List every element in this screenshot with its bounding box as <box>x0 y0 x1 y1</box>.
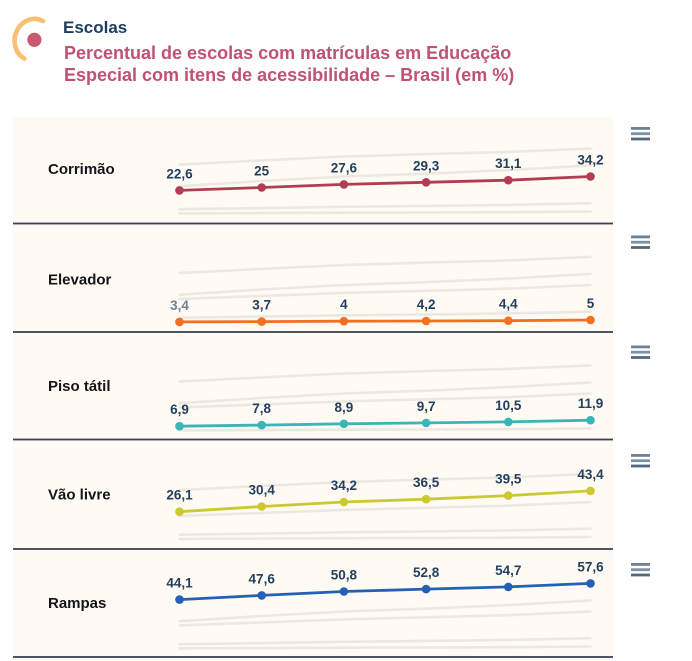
svg-text:44,1: 44,1 <box>166 576 193 591</box>
svg-text:25: 25 <box>254 164 270 179</box>
svg-text:22,6: 22,6 <box>166 166 193 181</box>
svg-text:6,9: 6,9 <box>170 402 189 417</box>
svg-text:54,7: 54,7 <box>495 563 521 578</box>
svg-text:8,9: 8,9 <box>335 400 354 415</box>
svg-text:29,3: 29,3 <box>413 158 440 173</box>
svg-text:3,4: 3,4 <box>170 298 189 313</box>
svg-text:30,4: 30,4 <box>249 483 276 498</box>
svg-text:50,8: 50,8 <box>331 568 358 583</box>
svg-text:3,7: 3,7 <box>252 298 271 313</box>
svg-text:34,2: 34,2 <box>331 478 357 493</box>
svg-text:27,6: 27,6 <box>331 160 358 175</box>
svg-text:7,8: 7,8 <box>252 401 271 416</box>
svg-text:5: 5 <box>587 296 595 311</box>
svg-text:Vão livre: Vão livre <box>48 487 111 504</box>
svg-text:43,4: 43,4 <box>577 467 604 482</box>
svg-text:26,1: 26,1 <box>166 488 193 503</box>
svg-text:57,6: 57,6 <box>577 559 604 574</box>
svg-text:Corrimão: Corrimão <box>48 161 115 178</box>
svg-text:31,1: 31,1 <box>495 156 522 171</box>
svg-text:11,9: 11,9 <box>578 396 604 411</box>
svg-text:34,2: 34,2 <box>577 153 603 168</box>
svg-text:36,5: 36,5 <box>413 475 440 490</box>
svg-text:Piso tátil: Piso tátil <box>48 378 111 395</box>
svg-text:4,4: 4,4 <box>499 297 518 312</box>
svg-text:9,7: 9,7 <box>417 399 436 414</box>
svg-text:39,5: 39,5 <box>495 472 522 487</box>
svg-text:4,2: 4,2 <box>417 297 436 312</box>
svg-text:4: 4 <box>340 297 348 312</box>
svg-text:Elevador: Elevador <box>48 272 112 289</box>
svg-text:10,5: 10,5 <box>495 398 522 413</box>
svg-text:Rampas: Rampas <box>48 595 106 612</box>
svg-text:52,8: 52,8 <box>413 565 440 580</box>
svg-text:47,6: 47,6 <box>249 571 276 586</box>
